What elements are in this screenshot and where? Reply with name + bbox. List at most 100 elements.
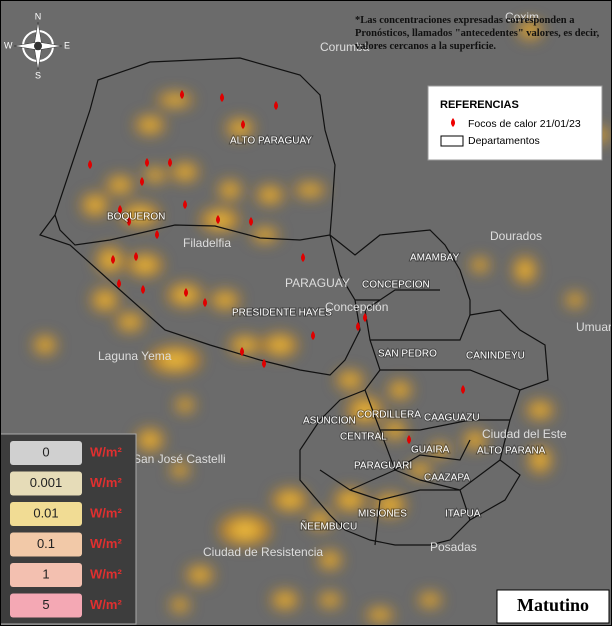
concentration-core xyxy=(209,213,231,227)
fire-point xyxy=(117,279,121,288)
concentration-core xyxy=(323,554,337,566)
period: Matutino xyxy=(517,595,589,615)
department-label: MISIONES xyxy=(358,509,407,520)
concentration-core xyxy=(129,208,151,222)
concentration-core xyxy=(313,514,327,526)
border xyxy=(319,299,521,546)
concentration-core xyxy=(192,569,208,581)
concentration-core xyxy=(174,600,186,610)
place-label: PARAGUAY xyxy=(285,276,350,290)
scale: 0 W/m² 0.001 W/m² 0.01 W/m² 0.1 W/m² 1 W/m² 5 W/m² xyxy=(0,433,137,625)
note-text: *Las concentraciones expresadas correspo… xyxy=(355,15,600,52)
concentration-core xyxy=(232,122,248,134)
place-label: San José Castelli xyxy=(133,452,226,466)
note: *Las concentraciones expresadas correspo… xyxy=(355,15,600,52)
fire-point xyxy=(356,322,360,331)
department-label: BOQUERON xyxy=(107,212,165,223)
concentration-core xyxy=(523,24,537,36)
concentration-core xyxy=(216,294,234,306)
fire-point xyxy=(127,217,131,226)
concentration-core xyxy=(236,339,254,351)
concentration-field xyxy=(33,20,610,623)
concentration-core xyxy=(230,521,260,539)
fire-point xyxy=(262,359,266,368)
concentration-core xyxy=(569,295,581,305)
fire-point xyxy=(407,435,411,444)
concentration-core xyxy=(112,179,128,191)
concentration-core xyxy=(413,465,427,475)
place-label: Filadelfia xyxy=(183,236,231,250)
department-label: ASUNCION xyxy=(303,416,356,427)
scale-value: 5 xyxy=(42,597,49,612)
scale-unit: W/m² xyxy=(90,597,122,612)
scale-value: 0.001 xyxy=(30,475,63,490)
department-label: PRESIDENTE HAYES xyxy=(232,308,332,319)
concentration-core xyxy=(262,189,278,201)
fire-point xyxy=(145,158,149,167)
references: REFERENCIAS Focos de calor 21/01/23 Depa… xyxy=(427,85,603,161)
concentration-core xyxy=(179,400,191,410)
fire-point xyxy=(168,158,172,167)
fire-point xyxy=(88,160,92,169)
department-label: ITAPUA xyxy=(445,509,481,520)
department-label: CONCEPCION xyxy=(362,280,430,291)
concentration-core xyxy=(372,610,388,620)
fire-point xyxy=(363,313,367,322)
fire-point xyxy=(184,288,188,297)
department-label: ALTO PARAGUAY xyxy=(230,136,312,147)
fire-points xyxy=(88,90,465,444)
concentration-core xyxy=(533,452,547,468)
compass-w: W xyxy=(4,40,13,50)
place-label: Ciudad del Este xyxy=(482,427,567,441)
department-label: CENTRAL xyxy=(340,432,387,443)
concentration-core xyxy=(165,95,185,105)
scale-swatch xyxy=(10,593,82,618)
concentration-core xyxy=(142,433,158,447)
compass-n: N xyxy=(35,11,42,21)
department-label: CAAGUAZU xyxy=(424,413,480,424)
fire-point xyxy=(240,347,244,356)
place-label: Coxim xyxy=(505,10,539,24)
concentration-core xyxy=(301,185,319,195)
concentration-core xyxy=(381,498,399,512)
fire-point xyxy=(140,177,144,186)
scale-unit: W/m² xyxy=(90,444,122,459)
border xyxy=(39,214,361,376)
compass-e: E xyxy=(64,40,70,50)
concentration-core xyxy=(280,493,300,507)
references-departments: Departamentos xyxy=(468,135,540,147)
place-label: Dourados xyxy=(490,229,542,243)
department-label: AMAMBAY xyxy=(410,253,460,264)
department-label: CAAZAPA xyxy=(424,473,470,484)
place-label: Posadas xyxy=(430,540,477,554)
concentration-core xyxy=(141,119,159,131)
concentration-core xyxy=(468,434,482,446)
concentration-core xyxy=(474,260,486,270)
fire-point xyxy=(241,120,245,129)
scale-value: 1 xyxy=(42,566,49,581)
fire-point xyxy=(203,298,207,307)
references-title: REFERENCIAS xyxy=(440,99,519,111)
concentration-core xyxy=(223,184,237,196)
compass-s: S xyxy=(35,70,41,80)
fire-point xyxy=(180,90,184,99)
fire-point xyxy=(118,205,122,214)
compass: N S E W xyxy=(4,11,70,80)
concentration-core xyxy=(122,316,138,328)
fire-point xyxy=(461,385,465,394)
references-fires: Focos de calor 21/01/23 xyxy=(468,118,581,130)
fire-point xyxy=(183,200,187,209)
border xyxy=(54,57,336,246)
scale-swatch xyxy=(10,441,82,465)
concentration-core xyxy=(148,170,162,180)
department-label: CORDILLERA xyxy=(357,410,421,421)
scale-swatch xyxy=(10,502,82,526)
concentration-core xyxy=(257,230,273,240)
concentration-core xyxy=(355,402,375,418)
scale-unit: W/m² xyxy=(90,475,122,490)
scale-value: 0.01 xyxy=(33,505,58,520)
concentration-core xyxy=(177,166,193,178)
department-label: SAN PEDRO xyxy=(378,349,437,360)
place-label: Corumbá xyxy=(320,40,370,54)
concentration-core xyxy=(87,198,103,212)
